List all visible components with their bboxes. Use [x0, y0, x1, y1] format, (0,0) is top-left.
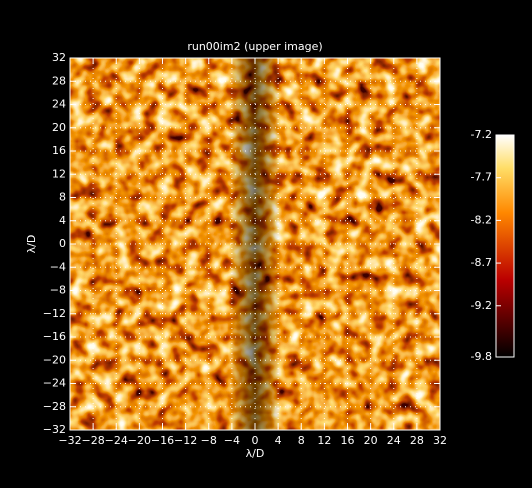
y-tick-label: −16: [43, 330, 66, 343]
y-tick-label: 20: [52, 121, 66, 134]
x-tick-label: 20: [364, 434, 378, 447]
y-tick-label: 4: [59, 214, 66, 227]
x-tick-label: −28: [82, 434, 105, 447]
y-tick-label: 16: [52, 144, 66, 157]
x-tick-label: −20: [128, 434, 151, 447]
y-tick-label: 8: [59, 191, 66, 204]
colorbar-tick-label: -8.2: [471, 213, 492, 226]
y-tick-label: 0: [59, 237, 66, 250]
y-tick-label: 28: [52, 74, 66, 87]
x-tick-label: 4: [275, 434, 282, 447]
x-tick-label: 8: [298, 434, 305, 447]
y-tick-label: −8: [50, 284, 66, 297]
chart-title: run00im2 (upper image): [187, 40, 322, 53]
x-tick-label: 24: [387, 434, 401, 447]
y-tick-label: −12: [43, 307, 66, 320]
x-tick-label: −24: [105, 434, 128, 447]
colorbar-tick-label: -8.7: [471, 256, 492, 269]
y-tick-label: 24: [52, 98, 66, 111]
y-axis-label: λ/D: [25, 235, 38, 254]
x-tick-label: −12: [174, 434, 197, 447]
colorbar-tick-label: -9.8: [471, 350, 492, 363]
x-tick-label: 32: [433, 434, 447, 447]
colorbar-tick-label: -7.7: [471, 171, 492, 184]
y-tick-label: −32: [43, 423, 66, 436]
colorbar-tick-label: -9.2: [471, 299, 492, 312]
y-tick-label: −4: [50, 260, 66, 273]
x-axis-label: λ/D: [246, 447, 265, 460]
y-tick-label: −20: [43, 353, 66, 366]
x-tick-label: −8: [201, 434, 217, 447]
x-tick-label: 12: [317, 434, 331, 447]
x-tick-label: −16: [151, 434, 174, 447]
colorbar-tick-label: -7.2: [471, 128, 492, 141]
y-tick-label: −24: [43, 377, 66, 390]
y-tick-label: −28: [43, 400, 66, 413]
x-tick-label: 28: [410, 434, 424, 447]
x-tick-label: 0: [252, 434, 259, 447]
colorbar: [495, 134, 515, 358]
y-tick-label: 12: [52, 167, 66, 180]
x-tick-label: −4: [224, 434, 240, 447]
x-tick-label: −32: [58, 434, 81, 447]
x-tick-label: 16: [341, 434, 355, 447]
y-tick-label: 32: [52, 51, 66, 64]
